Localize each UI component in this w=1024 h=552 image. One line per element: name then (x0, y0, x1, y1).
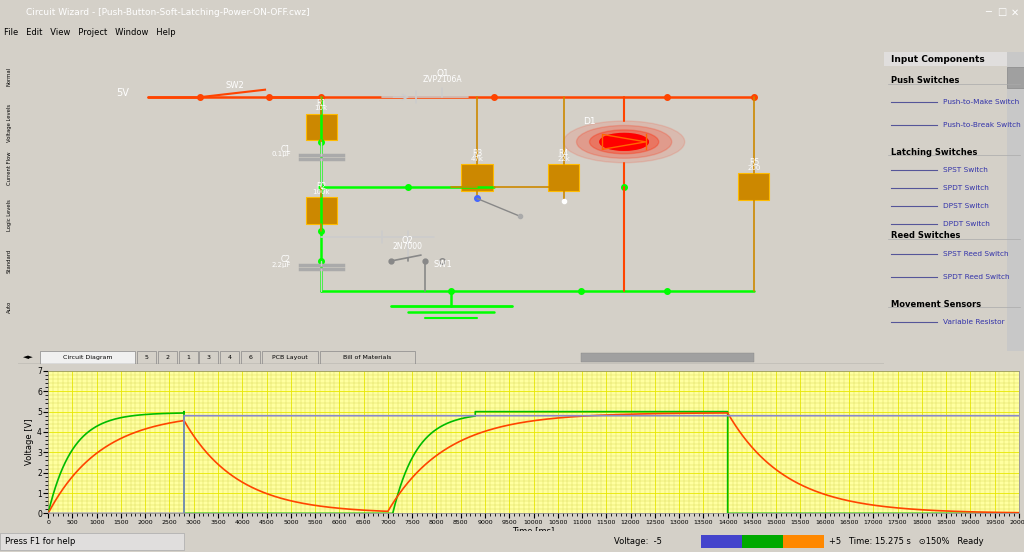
FancyBboxPatch shape (178, 352, 198, 364)
FancyBboxPatch shape (40, 352, 135, 364)
Circle shape (577, 125, 672, 158)
Text: SW2: SW2 (225, 81, 244, 90)
Text: ◄►: ◄► (23, 354, 34, 360)
Circle shape (563, 121, 685, 163)
FancyBboxPatch shape (158, 352, 177, 364)
Text: R2: R2 (316, 182, 327, 191)
Text: Latching Switches: Latching Switches (891, 148, 977, 157)
Text: 100k: 100k (312, 189, 330, 195)
Text: Push-to-Break Switch: Push-to-Break Switch (943, 123, 1020, 129)
Text: R3: R3 (472, 149, 482, 158)
Text: PCB Layout: PCB Layout (271, 355, 307, 360)
Text: Logic Levels: Logic Levels (7, 199, 11, 231)
FancyBboxPatch shape (200, 352, 218, 364)
Text: Input Components: Input Components (891, 55, 984, 65)
FancyBboxPatch shape (319, 352, 415, 364)
Text: 47k: 47k (471, 156, 483, 162)
Text: Movement Sensors: Movement Sensors (891, 300, 981, 309)
Text: Voltage:  -5: Voltage: -5 (614, 537, 663, 546)
Text: ZVP2106A: ZVP2106A (423, 75, 462, 84)
Text: ✕: ✕ (1011, 7, 1019, 18)
Text: 2: 2 (165, 355, 169, 360)
Text: 0.1µF: 0.1µF (271, 151, 291, 157)
Text: 2.2µF: 2.2µF (271, 262, 291, 268)
Text: SPST Reed Switch: SPST Reed Switch (943, 251, 1009, 257)
Bar (581, 353, 754, 362)
Text: Variable Resistor: Variable Resistor (943, 319, 1005, 325)
Text: Normal: Normal (7, 67, 11, 86)
Bar (306, 197, 337, 224)
Bar (306, 114, 337, 140)
Text: DPST Switch: DPST Switch (943, 203, 988, 209)
Bar (0, 533, 184, 550)
Text: SPST Switch: SPST Switch (943, 167, 987, 173)
Text: 200: 200 (748, 165, 761, 171)
Circle shape (600, 134, 648, 150)
Text: 10k: 10k (314, 105, 328, 112)
Text: Push Switches: Push Switches (891, 76, 959, 86)
Bar (462, 164, 493, 191)
Text: SPDT Reed Switch: SPDT Reed Switch (943, 274, 1010, 280)
FancyBboxPatch shape (137, 352, 156, 364)
Text: 3: 3 (207, 355, 211, 360)
Text: Circuit Diagram: Circuit Diagram (62, 355, 113, 360)
Y-axis label: Voltage [V]: Voltage [V] (26, 419, 34, 465)
Text: C1: C1 (281, 145, 291, 154)
Text: R4: R4 (558, 149, 568, 158)
Bar (742, 535, 783, 548)
Text: DPDT Switch: DPDT Switch (943, 221, 989, 227)
Bar (1008, 52, 1024, 351)
Text: File   Edit   View   Project   Window   Help: File Edit View Project Window Help (4, 28, 176, 37)
Text: Bill of Materials: Bill of Materials (343, 355, 391, 360)
Bar (884, 52, 1024, 66)
Text: Q1: Q1 (436, 70, 449, 78)
Circle shape (608, 136, 640, 147)
FancyBboxPatch shape (220, 352, 239, 364)
Text: Q2: Q2 (401, 236, 414, 245)
Text: Standard: Standard (7, 249, 11, 273)
Circle shape (600, 134, 648, 150)
Text: Current Flow: Current Flow (7, 152, 11, 185)
Bar (701, 535, 742, 548)
Text: R1: R1 (316, 99, 327, 108)
Text: D1: D1 (584, 117, 596, 126)
Text: 1: 1 (186, 355, 190, 360)
Text: 4: 4 (227, 355, 231, 360)
Bar (738, 173, 769, 200)
FancyBboxPatch shape (241, 352, 260, 364)
Text: 6: 6 (249, 355, 252, 360)
Text: □: □ (996, 7, 1007, 18)
FancyBboxPatch shape (261, 352, 317, 364)
Text: ─: ─ (985, 7, 991, 18)
Text: Voltage Levels: Voltage Levels (7, 103, 11, 141)
Text: Auto: Auto (7, 301, 11, 314)
Text: 5V: 5V (116, 88, 129, 98)
Bar (548, 164, 580, 191)
Text: 22k: 22k (557, 156, 570, 162)
Text: 2N7000: 2N7000 (393, 242, 423, 251)
Text: Push-to-Make Switch: Push-to-Make Switch (943, 99, 1019, 105)
Text: +5   Time: 15.275 s   ⊙150%   Ready: +5 Time: 15.275 s ⊙150% Ready (829, 537, 984, 546)
Bar (1008, 67, 1024, 88)
Text: SW1: SW1 (433, 260, 452, 269)
Bar (783, 535, 824, 548)
Text: R5: R5 (749, 158, 759, 167)
Text: Reed Switches: Reed Switches (891, 231, 961, 240)
Text: C2: C2 (281, 255, 291, 264)
Text: Circuit Wizard - [Push-Button-Soft-Latching-Power-ON-OFF.cwz]: Circuit Wizard - [Push-Button-Soft-Latch… (26, 8, 309, 17)
X-axis label: Time [ms]: Time [ms] (512, 526, 555, 535)
Text: 5: 5 (144, 355, 148, 360)
Text: SPDT Switch: SPDT Switch (943, 185, 988, 191)
Circle shape (590, 130, 658, 154)
Text: Press F1 for help: Press F1 for help (5, 537, 76, 546)
